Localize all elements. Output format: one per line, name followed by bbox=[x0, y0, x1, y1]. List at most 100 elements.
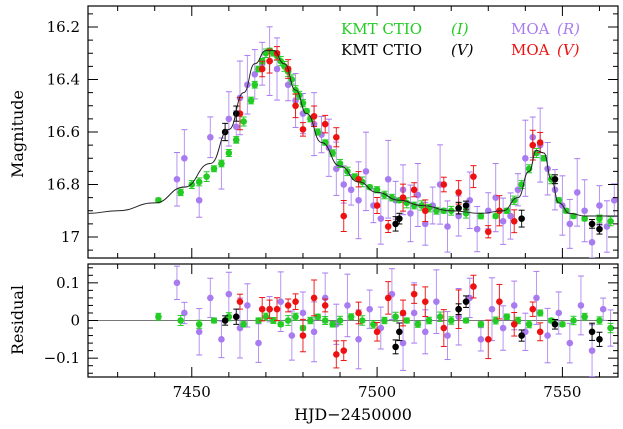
lightcurve-point bbox=[484, 228, 492, 236]
lightcurve-point bbox=[384, 223, 392, 230]
legend-kmt-i-name: KMT CTIO bbox=[341, 20, 422, 38]
lightcurve-point bbox=[266, 57, 273, 65]
residual-point bbox=[384, 294, 392, 302]
residual-point bbox=[284, 317, 292, 324]
lightcurve-point bbox=[177, 189, 184, 196]
lightcurve-point bbox=[247, 97, 255, 104]
legend-entry-kmt-i: KMT CTIO (I) bbox=[341, 20, 469, 38]
lightcurve-point bbox=[536, 139, 544, 146]
residual-point bbox=[155, 313, 162, 321]
residual-point bbox=[333, 351, 340, 358]
lightcurve-point bbox=[588, 220, 596, 228]
lightcurve-point bbox=[510, 217, 518, 225]
legend-entry-kmt-v: KMT CTIO (V) bbox=[341, 41, 474, 59]
residual-point bbox=[577, 302, 585, 309]
lightcurve-point bbox=[173, 175, 181, 183]
lightcurve-point bbox=[210, 165, 218, 173]
legend-moa-v-name: MOA bbox=[511, 41, 550, 59]
lightcurve-point bbox=[355, 175, 362, 183]
residual-point bbox=[277, 320, 285, 328]
y-tick-label: 16.6 bbox=[47, 123, 80, 141]
y-tick-label: 17 bbox=[61, 228, 80, 246]
lightcurve-point bbox=[340, 181, 348, 188]
lightcurve-point bbox=[195, 178, 203, 186]
lightcurve-point bbox=[333, 133, 340, 141]
lightcurve-point bbox=[232, 123, 240, 131]
lightcurve-point bbox=[462, 210, 470, 217]
residual-point bbox=[195, 320, 203, 328]
residual-point bbox=[355, 309, 362, 317]
residual-point bbox=[510, 302, 518, 309]
residual-point bbox=[329, 320, 336, 328]
residual-point bbox=[581, 313, 588, 321]
lightcurve-point bbox=[462, 202, 470, 209]
residual-point bbox=[181, 309, 188, 317]
lightcurve-point bbox=[603, 223, 611, 230]
lightcurve-point bbox=[525, 165, 533, 173]
lightcurve-point bbox=[258, 65, 266, 73]
lightcurve-point bbox=[610, 196, 618, 204]
residual-point bbox=[321, 294, 329, 302]
legend-moa-v-band: (V) bbox=[557, 41, 580, 59]
lightcurve-point bbox=[232, 136, 240, 144]
res-tick-label: 0 bbox=[70, 312, 80, 330]
residual-point bbox=[596, 317, 603, 324]
residual-point bbox=[525, 320, 533, 328]
residual-point bbox=[392, 343, 399, 351]
lightcurve-point bbox=[518, 215, 525, 222]
lightcurve-point bbox=[232, 110, 240, 117]
residual-point bbox=[410, 309, 418, 317]
residual-point bbox=[396, 328, 403, 336]
res-tick-label: −0.1 bbox=[44, 349, 80, 367]
lightcurve-point bbox=[240, 118, 247, 125]
lightcurve-point bbox=[455, 204, 462, 212]
residual-point bbox=[292, 298, 299, 305]
lightcurve-point bbox=[321, 120, 329, 128]
residual-point bbox=[358, 317, 366, 324]
lightcurve-point bbox=[455, 189, 462, 196]
lightcurve-point bbox=[507, 212, 514, 220]
res-tick-label: 0.1 bbox=[56, 274, 80, 292]
lightcurve-point bbox=[529, 141, 537, 149]
legend-moa-r-name: MOA bbox=[511, 20, 550, 38]
x-tick-label: 7550 bbox=[543, 383, 581, 401]
lightcurve-point bbox=[470, 173, 477, 180]
lightcurve-point bbox=[273, 65, 281, 73]
top-plot-area bbox=[88, 26, 618, 258]
residual-point bbox=[299, 309, 307, 317]
lightcurve-point bbox=[218, 160, 225, 167]
residual-point bbox=[544, 332, 551, 339]
y-tick-label: 16.2 bbox=[47, 18, 80, 36]
residual-point bbox=[492, 317, 499, 324]
lightcurve-point bbox=[251, 81, 259, 89]
residual-point bbox=[399, 309, 407, 317]
residual-point bbox=[399, 339, 407, 347]
residual-point bbox=[496, 298, 503, 305]
lightcurve-point bbox=[473, 225, 481, 233]
residual-point bbox=[355, 336, 362, 343]
lightcurve-point bbox=[421, 220, 429, 228]
lightcurve-point bbox=[310, 112, 318, 120]
residual-point bbox=[425, 317, 433, 324]
lightcurve-point bbox=[396, 215, 403, 222]
x-axis-title: HJD−2450000 bbox=[294, 405, 412, 424]
residual-point bbox=[310, 328, 318, 336]
lightcurve-point bbox=[566, 220, 574, 228]
lightcurve-point bbox=[440, 181, 448, 188]
lightcurve-point bbox=[477, 212, 485, 220]
residual-point bbox=[255, 339, 262, 347]
residual-point bbox=[240, 320, 247, 328]
lightcurve-point bbox=[384, 175, 392, 183]
residual-point bbox=[340, 347, 348, 354]
residual-point bbox=[559, 320, 566, 328]
residual-point bbox=[477, 336, 485, 343]
residual-point bbox=[503, 313, 511, 321]
residual-point bbox=[225, 290, 233, 298]
lightcurve-point bbox=[321, 139, 329, 146]
lightcurve-point bbox=[399, 194, 407, 201]
residual-point bbox=[421, 298, 429, 305]
lightcurve-point bbox=[596, 215, 603, 222]
residual-point bbox=[277, 298, 285, 305]
residual-point bbox=[307, 317, 314, 324]
